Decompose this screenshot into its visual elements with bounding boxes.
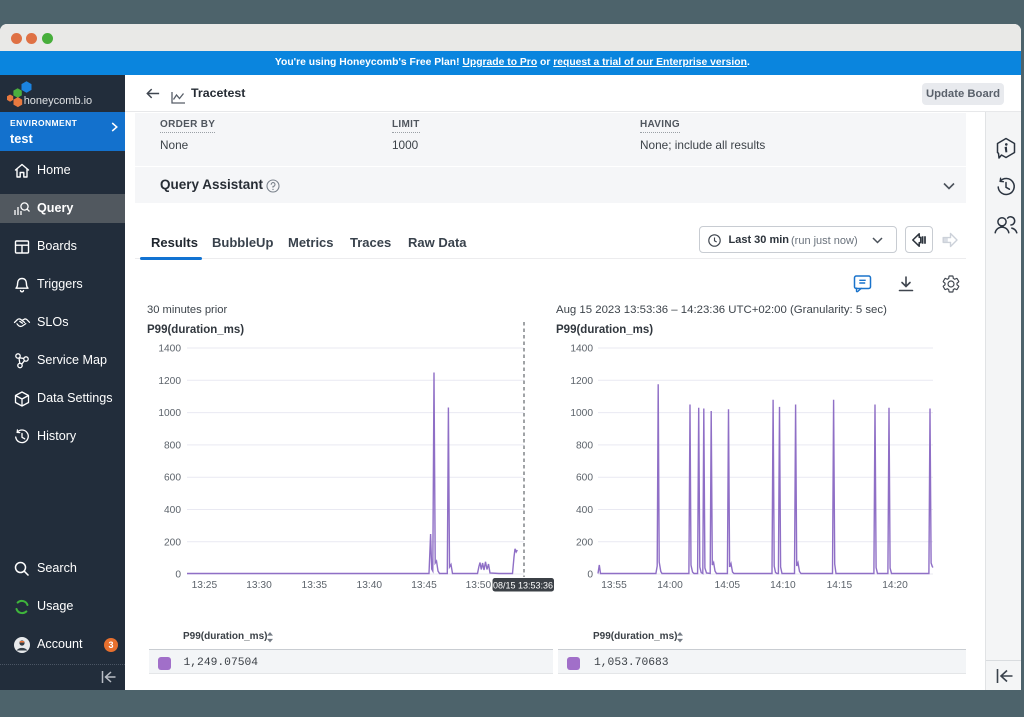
svg-text:14:20: 14:20 [882, 580, 908, 591]
svg-text:13:25: 13:25 [192, 580, 218, 591]
svg-text:1200: 1200 [158, 376, 181, 387]
svg-text:14:15: 14:15 [827, 580, 853, 591]
svg-text:200: 200 [164, 537, 181, 548]
svg-text:13:40: 13:40 [357, 580, 383, 591]
svg-text:600: 600 [576, 473, 593, 484]
svg-text:30 minutes prior: 30 minutes prior [147, 304, 227, 316]
svg-text:400: 400 [576, 505, 593, 516]
svg-text:13:50: 13:50 [466, 580, 492, 591]
svg-text:1000: 1000 [570, 408, 593, 419]
svg-text:14:00: 14:00 [657, 580, 683, 591]
svg-text:200: 200 [576, 537, 593, 548]
svg-text:P99(duration_ms): P99(duration_ms) [147, 324, 244, 336]
svg-text:13:35: 13:35 [302, 580, 328, 591]
svg-text:14:05: 14:05 [715, 580, 741, 591]
svg-text:08/15 13:53:36: 08/15 13:53:36 [493, 581, 553, 591]
svg-text:14:10: 14:10 [770, 580, 796, 591]
svg-text:Aug 15 2023 13:53:36 – 14:23:3: Aug 15 2023 13:53:36 – 14:23:36 UTC+02:0… [556, 304, 887, 316]
svg-text:13:55: 13:55 [601, 580, 627, 591]
svg-text:400: 400 [164, 505, 181, 516]
svg-text:0: 0 [175, 570, 181, 581]
svg-text:600: 600 [164, 473, 181, 484]
svg-text:800: 800 [164, 440, 181, 451]
svg-text:13:45: 13:45 [411, 580, 437, 591]
svg-text:800: 800 [576, 440, 593, 451]
svg-text:1000: 1000 [158, 408, 181, 419]
svg-text:P99(duration_ms): P99(duration_ms) [556, 324, 653, 336]
svg-text:1200: 1200 [570, 376, 593, 387]
svg-text:13:30: 13:30 [246, 580, 272, 591]
svg-text:1400: 1400 [158, 344, 181, 355]
svg-text:1400: 1400 [570, 344, 593, 355]
svg-text:0: 0 [587, 570, 593, 581]
